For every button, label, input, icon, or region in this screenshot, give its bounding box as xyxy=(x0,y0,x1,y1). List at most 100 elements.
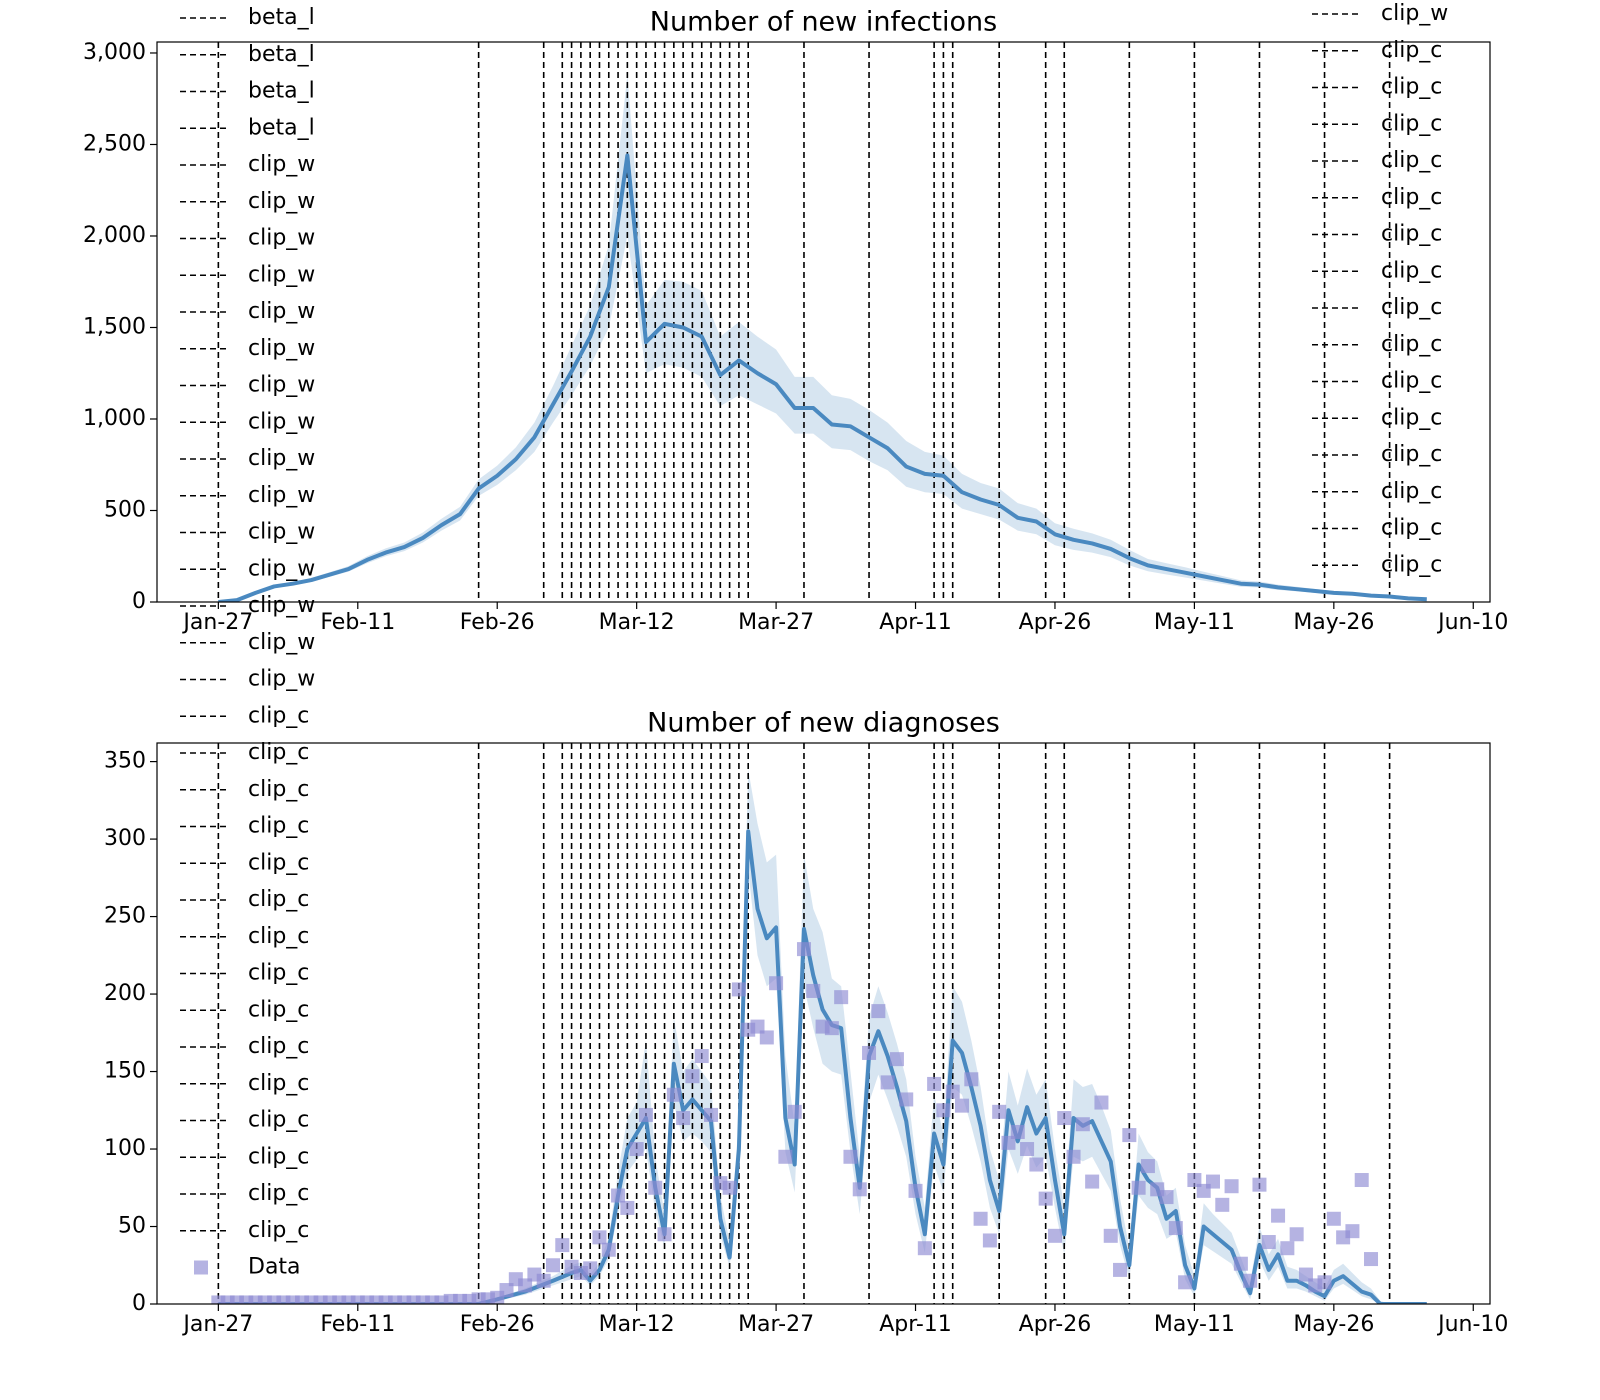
data-point xyxy=(1326,1211,1341,1226)
legend-label: clip_c xyxy=(248,887,309,912)
legend-label: clip_c xyxy=(248,924,309,949)
data-point xyxy=(889,1052,904,1067)
data-point xyxy=(871,1004,886,1019)
legend-label: clip_c xyxy=(248,1108,309,1133)
legend-label: clip_c xyxy=(248,1144,309,1169)
data-point xyxy=(1066,1149,1081,1164)
legend-label: clip_w xyxy=(248,630,315,655)
legend-label: clip_c xyxy=(248,1034,309,1059)
data-point xyxy=(796,942,811,957)
data-point xyxy=(787,1104,802,1119)
data-point xyxy=(852,1182,867,1197)
x-tick-label: Jun-10 xyxy=(1436,610,1508,635)
data-point xyxy=(834,990,849,1005)
legend-label: clip_w xyxy=(248,667,315,692)
data-point xyxy=(248,1295,263,1304)
legend-label: clip_c xyxy=(1381,516,1442,541)
y-tick-label: 300 xyxy=(104,826,146,851)
data-point xyxy=(229,1295,244,1304)
data-point xyxy=(369,1295,384,1304)
data-point xyxy=(676,1111,691,1126)
data-point xyxy=(908,1183,923,1198)
chart-title: Number of new diagnoses xyxy=(647,708,1000,739)
data-point xyxy=(406,1295,421,1304)
data-point xyxy=(1103,1228,1118,1243)
data-point xyxy=(657,1227,672,1242)
legend-label: clip_c xyxy=(1381,369,1442,394)
data-point xyxy=(341,1295,356,1304)
y-tick-label: 1,500 xyxy=(83,314,146,339)
data-point xyxy=(638,1107,653,1122)
data-point xyxy=(1317,1275,1332,1290)
legend-label: clip_c xyxy=(1381,38,1442,63)
data-point xyxy=(313,1295,328,1304)
x-tick-label: May-11 xyxy=(1154,610,1235,635)
y-tick-label: 250 xyxy=(104,904,146,929)
x-tick-label: Apr-11 xyxy=(879,610,952,635)
data-point xyxy=(1168,1221,1183,1236)
data-point xyxy=(1010,1124,1025,1139)
legend-label: clip_w xyxy=(248,593,315,618)
x-tick-label: Jun-10 xyxy=(1436,1312,1508,1337)
data-point xyxy=(1261,1235,1276,1250)
legend-label: clip_w xyxy=(248,373,315,398)
legend-label: clip_w xyxy=(248,520,315,545)
data-point xyxy=(1271,1208,1286,1223)
data-point xyxy=(1364,1252,1379,1267)
data-point xyxy=(1289,1227,1304,1242)
legend-label: clip_c xyxy=(1381,405,1442,430)
data-point xyxy=(601,1242,616,1257)
legend-label: clip_c xyxy=(1381,111,1442,136)
data-point xyxy=(304,1295,319,1304)
legend-label: beta_l xyxy=(248,115,315,140)
data-point xyxy=(1094,1095,1109,1110)
data-point xyxy=(936,1103,951,1118)
data-point xyxy=(453,1293,468,1304)
data-point xyxy=(276,1295,291,1304)
confidence-band xyxy=(218,74,1427,602)
data-point xyxy=(257,1295,272,1304)
data-point xyxy=(536,1273,551,1288)
data-point xyxy=(518,1278,533,1293)
legend-label: clip_w xyxy=(248,299,315,324)
data-point xyxy=(973,1211,988,1226)
legend-label: clip_w xyxy=(248,409,315,434)
data-point xyxy=(1280,1241,1295,1256)
legend-label: clip_c xyxy=(1381,222,1442,247)
legend-label: beta_l xyxy=(248,5,315,30)
x-tick-label: Apr-26 xyxy=(1019,1312,1092,1337)
data-point xyxy=(1085,1174,1100,1189)
legend-label: clip_w xyxy=(1381,1,1448,26)
confidence-band xyxy=(218,769,1427,1304)
data-point xyxy=(434,1295,449,1304)
x-tick-label: May-11 xyxy=(1154,1312,1235,1337)
data-point xyxy=(945,1084,960,1099)
data-point xyxy=(1178,1275,1193,1290)
legend-label: clip_c xyxy=(248,850,309,875)
x-tick-label: Apr-11 xyxy=(879,1312,952,1337)
legend-label: beta_l xyxy=(248,42,315,67)
y-tick-label: 100 xyxy=(104,1136,146,1161)
data-point xyxy=(1113,1262,1128,1277)
data-point xyxy=(704,1107,719,1122)
data-point xyxy=(694,1049,709,1064)
legend-label: clip_c xyxy=(1381,75,1442,100)
y-tick-label: 350 xyxy=(104,749,146,774)
legend-label: clip_c xyxy=(1381,442,1442,467)
data-point xyxy=(1354,1173,1369,1188)
data-point xyxy=(1122,1128,1137,1143)
data-point xyxy=(499,1283,514,1298)
data-point xyxy=(955,1098,970,1113)
legend-label: clip_w xyxy=(248,262,315,287)
data-point xyxy=(425,1295,440,1304)
data-point xyxy=(267,1295,282,1304)
data-point xyxy=(1140,1159,1155,1174)
data-point xyxy=(239,1295,254,1304)
legend-label: clip_w xyxy=(248,226,315,251)
legend-marker xyxy=(194,1260,208,1275)
legend-label: clip_c xyxy=(1381,258,1442,283)
data-point xyxy=(397,1295,412,1304)
data-point xyxy=(387,1295,402,1304)
data-point xyxy=(220,1295,235,1304)
plot-area xyxy=(217,42,1427,602)
